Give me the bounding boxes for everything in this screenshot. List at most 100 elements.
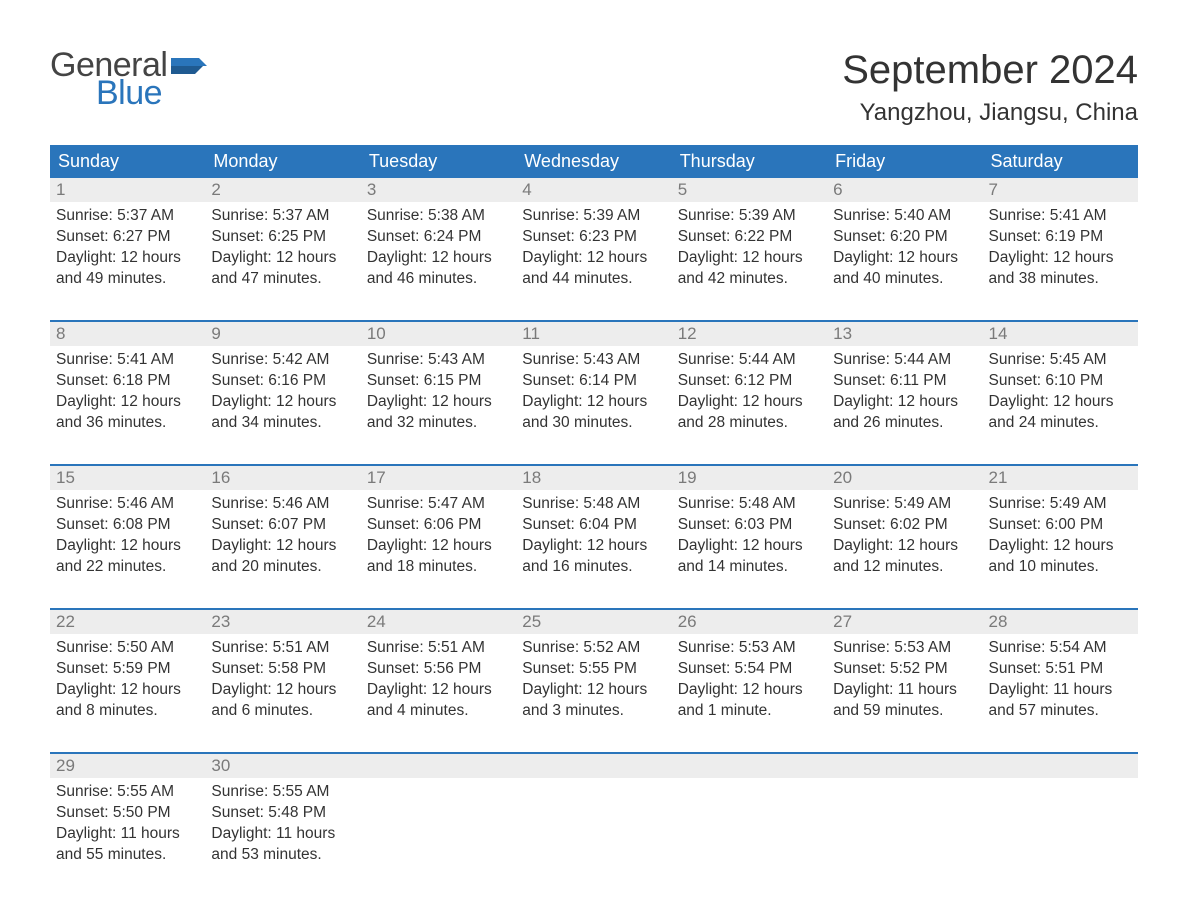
day-cell: 26Sunrise: 5:53 AMSunset: 5:54 PMDayligh… [672,610,827,728]
day-cell: . [983,754,1138,872]
daylight2-line: and 34 minutes. [211,413,354,434]
day-cell: 17Sunrise: 5:47 AMSunset: 6:06 PMDayligh… [361,466,516,584]
daylight2-line: and 36 minutes. [56,413,199,434]
sunrise-line: Sunrise: 5:51 AM [211,638,354,659]
daylight1-line: Daylight: 12 hours [56,680,199,701]
day-details: Sunrise: 5:39 AMSunset: 6:23 PMDaylight:… [516,202,671,290]
daylight2-line: and 10 minutes. [989,557,1132,578]
day-details: Sunrise: 5:51 AMSunset: 5:56 PMDaylight:… [361,634,516,722]
day-cell: 27Sunrise: 5:53 AMSunset: 5:52 PMDayligh… [827,610,982,728]
day-number: 1 [50,178,205,202]
day-details: Sunrise: 5:51 AMSunset: 5:58 PMDaylight:… [205,634,360,722]
day-cell: 28Sunrise: 5:54 AMSunset: 5:51 PMDayligh… [983,610,1138,728]
sunrise-line: Sunrise: 5:41 AM [56,350,199,371]
day-number: 12 [672,322,827,346]
day-cell: 7Sunrise: 5:41 AMSunset: 6:19 PMDaylight… [983,178,1138,296]
day-header: Friday [827,145,982,178]
sunrise-line: Sunrise: 5:46 AM [56,494,199,515]
day-number: 3 [361,178,516,202]
sunrise-line: Sunrise: 5:53 AM [833,638,976,659]
daylight1-line: Daylight: 12 hours [367,536,510,557]
daylight2-line: and 4 minutes. [367,701,510,722]
day-details: Sunrise: 5:45 AMSunset: 6:10 PMDaylight:… [983,346,1138,434]
daylight2-line: and 8 minutes. [56,701,199,722]
daylight1-line: Daylight: 12 hours [522,680,665,701]
daylight2-line: and 6 minutes. [211,701,354,722]
location-label: Yangzhou, Jiangsu, China [842,99,1138,127]
day-details: Sunrise: 5:44 AMSunset: 6:11 PMDaylight:… [827,346,982,434]
daylight1-line: Daylight: 12 hours [211,680,354,701]
sunrise-line: Sunrise: 5:55 AM [56,782,199,803]
day-cell: 25Sunrise: 5:52 AMSunset: 5:55 PMDayligh… [516,610,671,728]
daylight2-line: and 24 minutes. [989,413,1132,434]
day-number: 21 [983,466,1138,490]
daylight1-line: Daylight: 12 hours [833,392,976,413]
day-cell: 5Sunrise: 5:39 AMSunset: 6:22 PMDaylight… [672,178,827,296]
daylight2-line: and 12 minutes. [833,557,976,578]
sunrise-line: Sunrise: 5:55 AM [211,782,354,803]
day-cell: 23Sunrise: 5:51 AMSunset: 5:58 PMDayligh… [205,610,360,728]
daylight2-line: and 16 minutes. [522,557,665,578]
sunset-line: Sunset: 6:06 PM [367,515,510,536]
daylight2-line: and 38 minutes. [989,269,1132,290]
day-cell: 22Sunrise: 5:50 AMSunset: 5:59 PMDayligh… [50,610,205,728]
sunset-line: Sunset: 6:27 PM [56,227,199,248]
sunrise-line: Sunrise: 5:51 AM [367,638,510,659]
daylight1-line: Daylight: 11 hours [211,824,354,845]
sunset-line: Sunset: 5:58 PM [211,659,354,680]
daylight1-line: Daylight: 12 hours [989,536,1132,557]
daylight2-line: and 22 minutes. [56,557,199,578]
title-block: September 2024 Yangzhou, Jiangsu, China [842,48,1138,127]
sunrise-line: Sunrise: 5:37 AM [211,206,354,227]
daylight1-line: Daylight: 12 hours [211,248,354,269]
week-row: 22Sunrise: 5:50 AMSunset: 5:59 PMDayligh… [50,608,1138,728]
daylight1-line: Daylight: 12 hours [989,248,1132,269]
brand-word2: Blue [96,76,207,110]
day-cell: 29Sunrise: 5:55 AMSunset: 5:50 PMDayligh… [50,754,205,872]
day-cell: 18Sunrise: 5:48 AMSunset: 6:04 PMDayligh… [516,466,671,584]
sunset-line: Sunset: 6:00 PM [989,515,1132,536]
daylight1-line: Daylight: 12 hours [678,680,821,701]
day-header: Saturday [983,145,1138,178]
week-row: 1 Sunrise: 5:37 AM Sunset: 6:27 PM Daylight… [50,178,1138,296]
day-details: Sunrise: 5:46 AMSunset: 6:08 PMDaylight:… [50,490,205,578]
week-row: 15Sunrise: 5:46 AMSunset: 6:08 PMDayligh… [50,464,1138,584]
daylight2-line: and 47 minutes. [211,269,354,290]
day-details: Sunrise: 5:41 AMSunset: 6:18 PMDaylight:… [50,346,205,434]
day-details: Sunrise: 5:53 AMSunset: 5:54 PMDaylight:… [672,634,827,722]
sunset-line: Sunset: 5:54 PM [678,659,821,680]
daylight1-line: Daylight: 12 hours [833,536,976,557]
sunset-line: Sunset: 6:25 PM [211,227,354,248]
day-details: Sunrise: 5:39 AMSunset: 6:22 PMDaylight:… [672,202,827,290]
day-details: Sunrise: 5:54 AMSunset: 5:51 PMDaylight:… [983,634,1138,722]
day-number: 25 [516,610,671,634]
day-details: Sunrise: 5:44 AMSunset: 6:12 PMDaylight:… [672,346,827,434]
day-number: 5 [672,178,827,202]
day-number: 17 [361,466,516,490]
day-number: 18 [516,466,671,490]
daylight2-line: and 55 minutes. [56,845,199,866]
daylight2-line: and 20 minutes. [211,557,354,578]
sunrise-line: Sunrise: 5:53 AM [678,638,821,659]
day-number: 6 [827,178,982,202]
sunrise-line: Sunrise: 5:49 AM [833,494,976,515]
day-header: Tuesday [361,145,516,178]
day-number: 4 [516,178,671,202]
day-number: 15 [50,466,205,490]
daylight1-line: Daylight: 12 hours [211,392,354,413]
sunset-line: Sunset: 6:04 PM [522,515,665,536]
day-details: Sunrise: 5:46 AMSunset: 6:07 PMDaylight:… [205,490,360,578]
day-number: 11 [516,322,671,346]
sunset-line: Sunset: 6:08 PM [56,515,199,536]
day-details: Sunrise: 5:48 AMSunset: 6:04 PMDaylight:… [516,490,671,578]
day-header: Monday [205,145,360,178]
day-cell: . [516,754,671,872]
day-cell: 8Sunrise: 5:41 AMSunset: 6:18 PMDaylight… [50,322,205,440]
daylight1-line: Daylight: 12 hours [211,536,354,557]
sunset-line: Sunset: 6:15 PM [367,371,510,392]
sunset-line: Sunset: 6:07 PM [211,515,354,536]
sunset-line: Sunset: 6:22 PM [678,227,821,248]
day-cell: 13Sunrise: 5:44 AMSunset: 6:11 PMDayligh… [827,322,982,440]
daylight2-line: and 18 minutes. [367,557,510,578]
sunrise-line: Sunrise: 5:44 AM [678,350,821,371]
